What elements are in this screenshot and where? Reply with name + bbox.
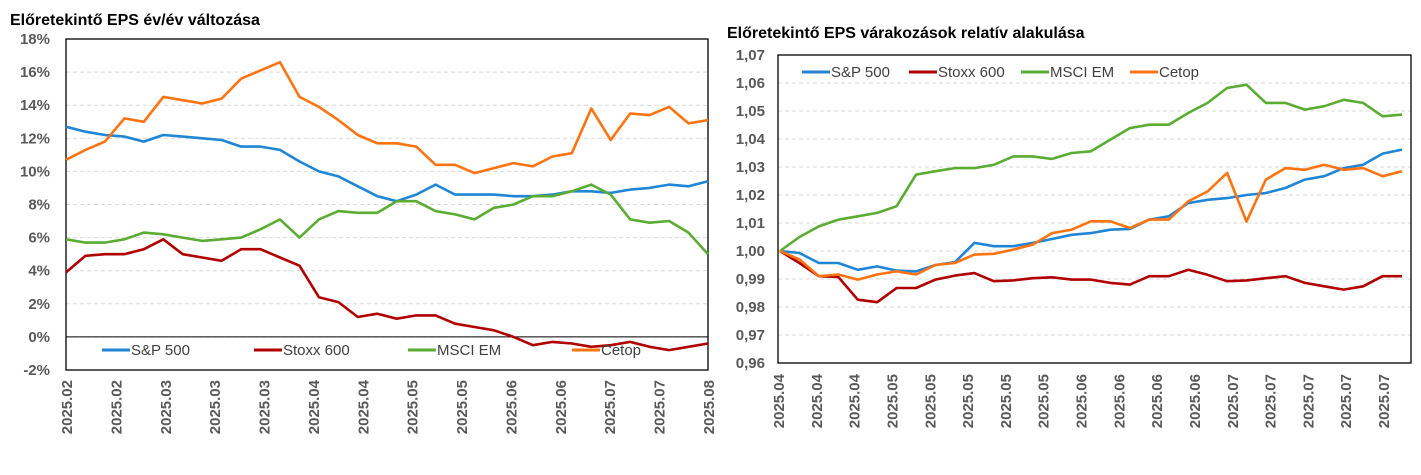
legend-label: S&P 500 — [131, 342, 190, 359]
x-tick-label: 2025.02 — [59, 380, 76, 434]
x-tick-label: 2025.05 — [405, 380, 422, 434]
x-tick-label: 2025.06 — [1111, 374, 1128, 428]
legend-label: Stoxx 600 — [283, 342, 350, 359]
series-line-stoxx-600 — [65, 238, 709, 352]
series-line-s-p-500 — [65, 125, 709, 203]
x-tick-label: 2025.05 — [884, 374, 901, 428]
plot-area — [65, 38, 709, 371]
legend-label: S&P 500 — [831, 64, 890, 81]
x-tick-label: 2025.06 — [1149, 374, 1166, 428]
y-tick-label: 14% — [20, 97, 50, 114]
y-tick-label: 1,01 — [736, 215, 765, 232]
eps-yoy-chart: Előretekintő EPS év/év változása 18% 16% 1… — [10, 12, 718, 434]
x-tick-label: 2025.07 — [1300, 374, 1317, 428]
x-tick-label: 2025.04 — [847, 373, 864, 428]
x-tick-label: 2025.03 — [158, 380, 175, 434]
x-tick-label: 2025.02 — [108, 380, 125, 434]
legend-label: Cetop — [1159, 64, 1199, 81]
chart-title: Előretekintő EPS várakozások relatív ala… — [727, 25, 1085, 42]
legend-label: MSCI EM — [437, 342, 501, 359]
x-tick-label: 2025.06 — [503, 380, 520, 434]
x-tick-label: 2025.03 — [207, 380, 224, 434]
y-tick-label: 6% — [28, 230, 50, 247]
x-tick-label: 2025.07 — [1338, 374, 1355, 428]
y-tick-label: 1,00 — [736, 243, 765, 260]
y-tick-label: 4% — [28, 263, 50, 280]
y-tick-label: 1,07 — [736, 47, 765, 64]
y-tick-label: 1,05 — [736, 103, 765, 120]
x-tick-label: 2025.07 — [1376, 374, 1393, 428]
x-tick-label: 2025.07 — [602, 380, 619, 434]
chart-title: Előretekintő EPS év/év változása — [10, 12, 260, 29]
y-tick-label: 18% — [20, 31, 50, 48]
y-tick-label: 0,96 — [736, 355, 765, 372]
plot-area — [777, 54, 1412, 364]
legend: S&P 500 Stoxx 600 MSCI EM Cetop — [802, 64, 1199, 81]
x-tick-label: 2025.08 — [701, 380, 718, 434]
x-tick-label: 2025.07 — [1263, 374, 1280, 428]
x-tick-label: 2025.05 — [998, 374, 1015, 428]
x-tick-label: 2025.06 — [553, 380, 570, 434]
x-tick-label: 2025.07 — [1225, 374, 1242, 428]
y-tick-label: 1,06 — [736, 75, 765, 92]
y-tick-label: 10% — [20, 163, 50, 180]
series-line-msci-em — [65, 183, 709, 256]
y-tick-label: 8% — [28, 197, 50, 214]
y-tick-label: 2% — [28, 296, 50, 313]
x-tick-label: 2025.07 — [652, 380, 669, 434]
series-line-msci-em — [779, 83, 1403, 253]
series-line-stoxx-600 — [779, 249, 1402, 304]
y-tick-label: 0,98 — [736, 299, 765, 316]
x-tick-label: 2025.03 — [257, 380, 274, 434]
legend-label: MSCI EM — [1050, 64, 1114, 81]
legend: S&P 500 Stoxx 600 MSCI EM Cetop — [102, 342, 641, 359]
x-tick-label: 2025.04 — [355, 379, 372, 434]
series-line-s-p-500 — [779, 148, 1403, 273]
y-tick-label: 1,04 — [736, 131, 766, 148]
y-tick-label: 12% — [20, 130, 50, 147]
x-tick-label: 2025.04 — [771, 373, 788, 428]
x-tick-label: 2025.06 — [1187, 374, 1204, 428]
y-tick-label: 0% — [28, 329, 50, 346]
legend-label: Stoxx 600 — [938, 64, 1005, 81]
legend-label: Cetop — [601, 342, 641, 359]
y-tick-label: 0,97 — [736, 327, 765, 344]
x-tick-label: 2025.05 — [960, 374, 977, 428]
series-line-cetop — [779, 163, 1403, 281]
eps-relative-chart: Előretekintő EPS várakozások relatív ala… — [727, 25, 1412, 428]
x-tick-label: 2025.05 — [454, 380, 471, 434]
y-tick-label: -2% — [23, 362, 50, 379]
y-tick-label: 0,99 — [736, 271, 765, 288]
x-tick-label: 2025.04 — [306, 379, 323, 434]
x-tick-label: 2025.06 — [1074, 374, 1091, 428]
x-tick-label: 2025.04 — [809, 373, 826, 428]
series-line-cetop — [65, 60, 709, 175]
y-tick-label: 1,02 — [736, 187, 765, 204]
y-tick-label: 1,03 — [736, 159, 765, 176]
y-tick-label: 16% — [20, 64, 50, 81]
x-tick-label: 2025.05 — [1036, 374, 1053, 428]
x-tick-label: 2025.05 — [922, 374, 939, 428]
